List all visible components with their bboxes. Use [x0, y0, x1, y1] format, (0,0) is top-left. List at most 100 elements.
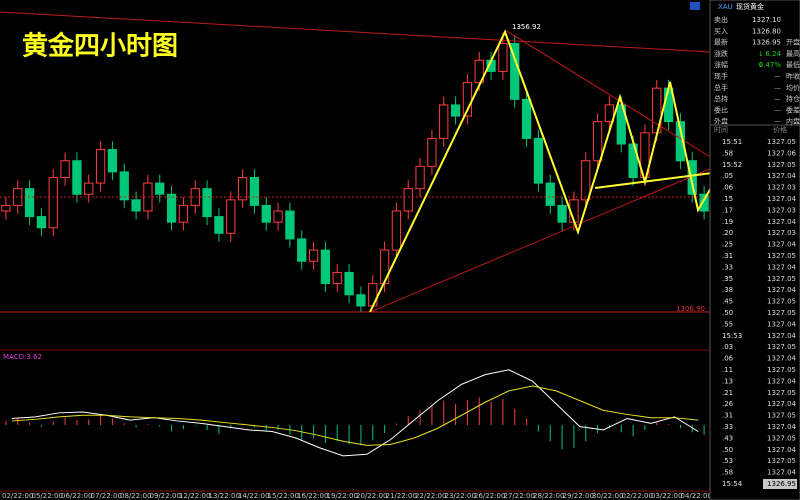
tick-price: 1327.05 — [767, 138, 796, 146]
candle-body — [379, 249, 390, 285]
candle-body — [699, 193, 709, 212]
tick-time: 15:51 — [722, 138, 742, 146]
tick-time: .33 — [722, 423, 733, 431]
date-label: 14/22:00 — [238, 492, 269, 500]
trend-line — [504, 29, 713, 159]
candle-body — [297, 238, 307, 262]
tick-time: .31 — [722, 252, 733, 260]
tick-price: 1327.05 — [767, 298, 796, 306]
tick-time: 15:53 — [722, 332, 742, 340]
date-label: 28/22:00 — [533, 492, 564, 500]
candle-body — [214, 216, 224, 234]
candle-body — [344, 271, 354, 296]
high-label: 1356.92 — [512, 23, 541, 31]
tick-price: 1327.05 — [767, 275, 796, 283]
candle-body — [474, 59, 484, 84]
tick-time: .17 — [722, 206, 733, 214]
date-label: 23/22:00 — [445, 492, 476, 500]
tick-price: 1327.04 — [767, 286, 796, 294]
tick-time: .50 — [722, 446, 733, 454]
date-label: 27/22:00 — [504, 492, 535, 500]
quote-label: 均价 — [786, 83, 800, 92]
date-label: 08/22:00 — [120, 492, 151, 500]
tick-price: 1327.04 — [767, 469, 796, 477]
quote-label: 委比 — [714, 105, 728, 114]
candle-body — [687, 160, 697, 195]
quote-value: — — [774, 84, 781, 92]
candle-body — [95, 149, 106, 184]
candle-body — [403, 188, 413, 212]
candle-body — [356, 294, 366, 307]
tick-price: 1327.04 — [767, 423, 796, 431]
side-panel — [709, 0, 800, 500]
candle-body — [273, 210, 283, 223]
quote-value: 0.47% — [759, 61, 782, 69]
candle-body — [72, 160, 82, 195]
quote-label: 总持 — [714, 94, 728, 103]
candle-body — [332, 271, 342, 285]
tick-time: .06 — [722, 355, 734, 363]
icon — [690, 2, 700, 10]
tick-price: 1327.04 — [767, 218, 796, 226]
tick-time: 15:54 — [722, 480, 743, 488]
tick-price: 1327.05 — [767, 412, 796, 420]
tick-time: .55 — [722, 320, 733, 328]
quote-value: 1326.95 — [752, 39, 781, 47]
tick-time: 15:52 — [722, 161, 742, 169]
quote-label: 外盘 — [714, 117, 728, 126]
date-label: 05/22:00 — [32, 492, 63, 500]
tick-price: 1327.05 — [767, 343, 796, 351]
candle-body — [226, 199, 236, 234]
candle-body — [415, 165, 425, 190]
date-label: 07/22:00 — [91, 492, 122, 500]
candle-body — [1, 204, 11, 212]
candle-body — [616, 104, 626, 145]
quote-value: 6.24 — [765, 50, 781, 58]
low-label: 1306.90 — [676, 305, 705, 313]
tick-time: .43 — [722, 434, 733, 442]
quote-label: 最低 — [786, 60, 800, 69]
date-label: 26/22:00 — [474, 492, 505, 500]
tick-time: .05 — [722, 172, 733, 180]
candle-body — [427, 137, 437, 167]
quote-label: 委差 — [786, 105, 800, 114]
tick-time: .50 — [722, 309, 733, 317]
tick-price: 1327.05 — [767, 434, 796, 442]
tick-price: 1327.05 — [767, 366, 796, 374]
candle-body — [60, 160, 70, 178]
candle-body — [533, 137, 544, 184]
tick-price: 1327.04 — [767, 172, 796, 180]
candle-body — [107, 149, 118, 173]
candle-body — [604, 104, 615, 123]
tick-time: .31 — [722, 412, 733, 420]
candle-body — [391, 210, 402, 251]
candle-body — [450, 104, 461, 117]
quote-value: — — [774, 95, 781, 103]
candle-body — [155, 182, 165, 195]
candle-body — [498, 43, 508, 72]
quote-value: — — [774, 106, 781, 114]
candle-body — [178, 204, 189, 223]
candle-body — [48, 177, 58, 229]
quote-value: — — [774, 73, 781, 81]
tick-price: 1327.04 — [767, 241, 796, 249]
candle-body — [249, 177, 260, 206]
macd-dea-line — [11, 385, 699, 446]
candle-body — [24, 188, 35, 218]
tick-time: .25 — [722, 241, 733, 249]
candle-body — [592, 121, 603, 162]
quote-value: — — [774, 118, 781, 126]
quote-value: 1326.80 — [752, 27, 781, 35]
date-label: 21/22:00 — [386, 492, 417, 500]
candle-body — [119, 171, 129, 201]
candle-body — [84, 182, 94, 195]
tick-time: .58 — [722, 469, 733, 477]
quote-label: 内盘 — [786, 117, 800, 126]
symbol-name: 现货黄金 — [736, 2, 764, 11]
candle-body — [131, 199, 141, 212]
tick-time: .35 — [722, 275, 733, 283]
candle-body — [308, 249, 319, 262]
tick-time: .21 — [722, 389, 733, 397]
date-label: 06/22:00 — [61, 492, 92, 500]
